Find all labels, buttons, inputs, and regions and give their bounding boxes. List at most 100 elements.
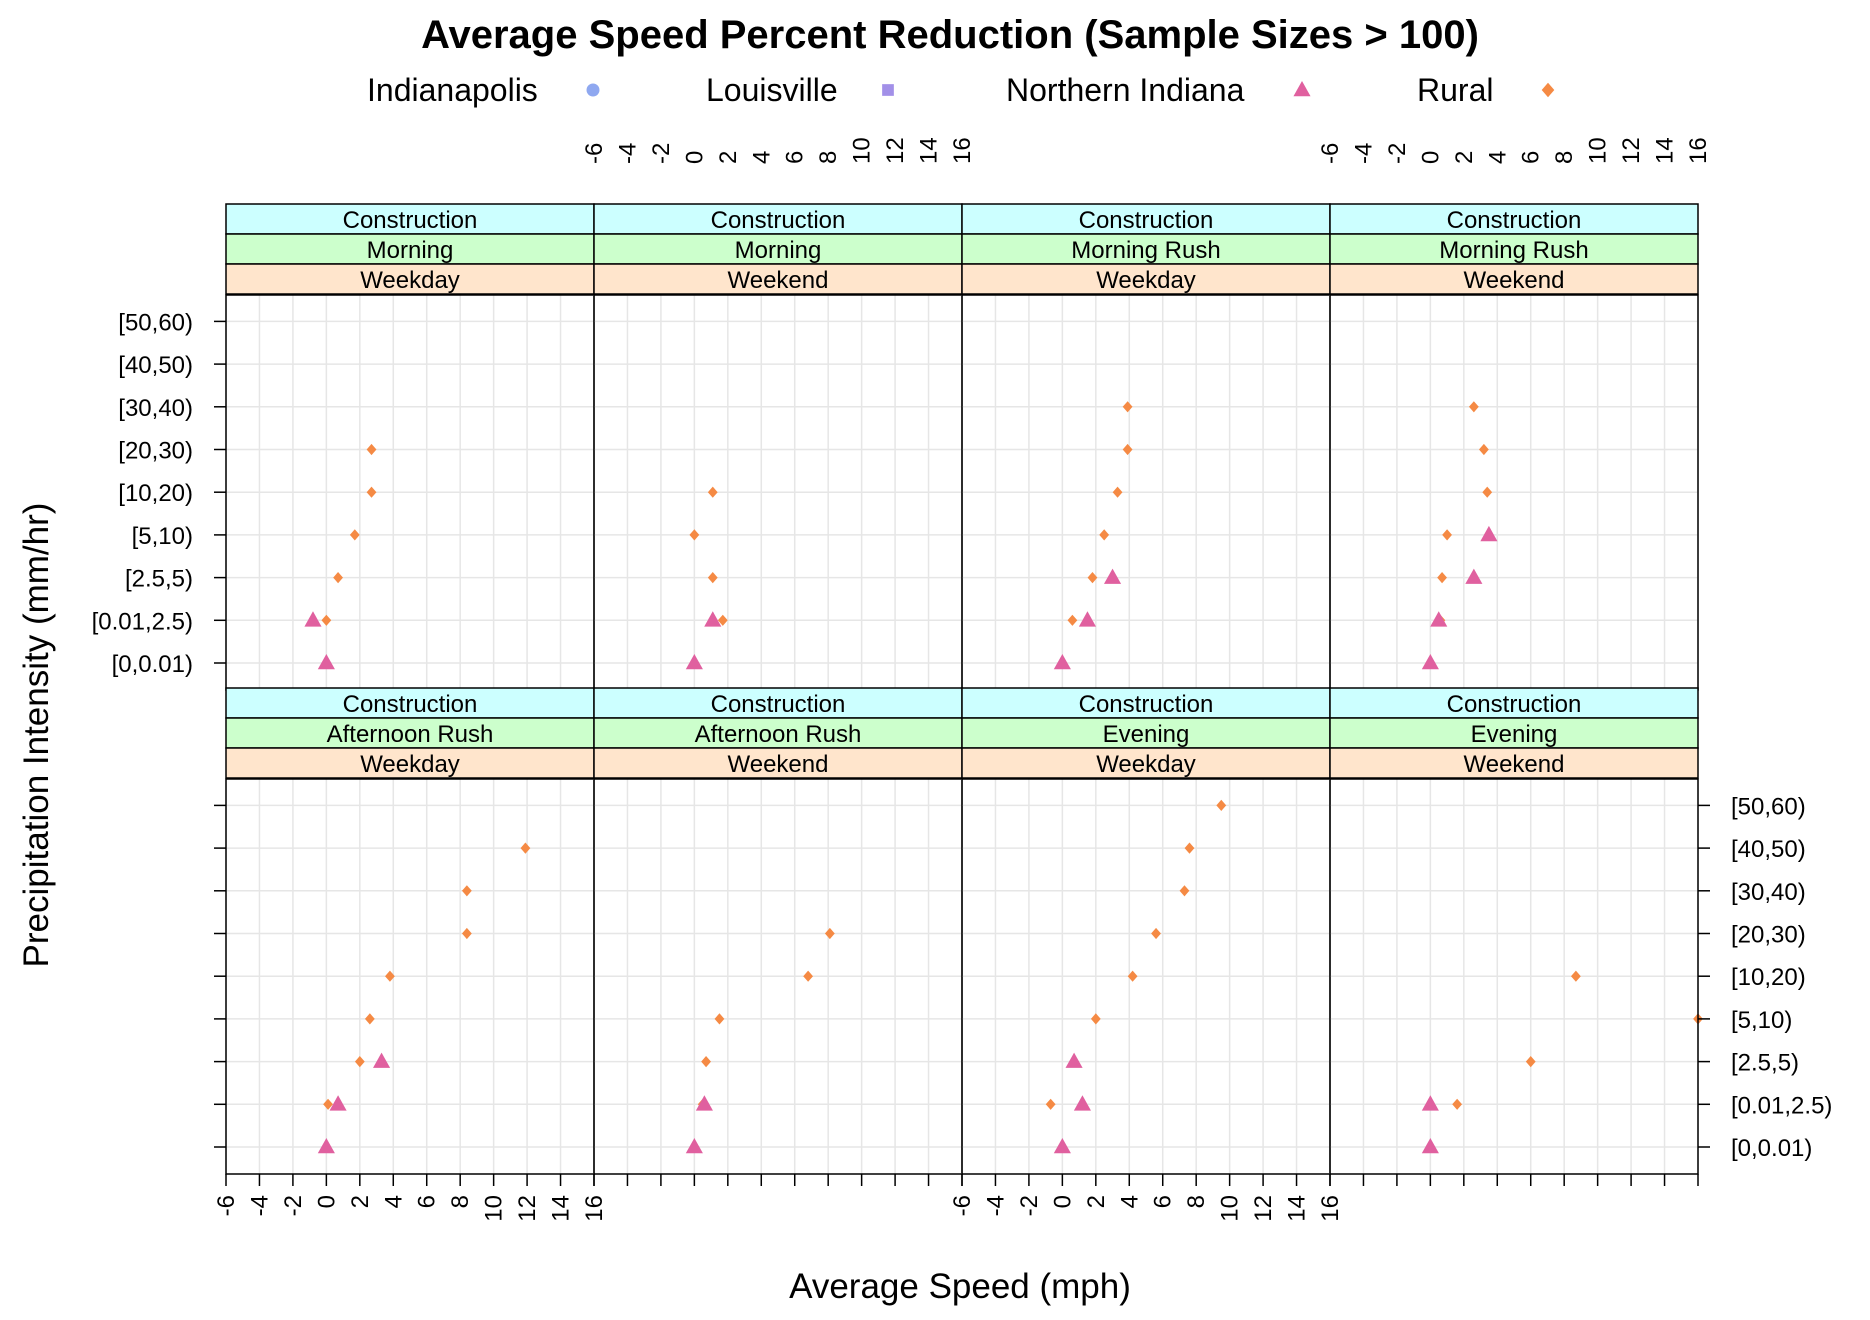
x-tick-label: -4 [1350, 143, 1377, 164]
strip-label: Construction [711, 207, 846, 234]
point-northern-indiana [304, 611, 322, 627]
panel-6: Construction Evening Weekday [961, 687, 1331, 1175]
x-tick-label: 4 [1116, 1195, 1143, 1208]
strip-label: Weekend [728, 267, 829, 294]
point-rural [349, 529, 360, 541]
strip-0 [593, 203, 963, 235]
y-tick-label: [40,50) [118, 352, 193, 379]
point-rural [1437, 572, 1447, 584]
point-rural [366, 443, 377, 456]
point-rural [461, 927, 472, 940]
x-tick-label: 14 [1652, 137, 1679, 164]
point-rural [1525, 1056, 1536, 1068]
point-rural [714, 1013, 725, 1025]
point-rural [366, 486, 377, 498]
x-tick-label: 2 [715, 151, 742, 164]
y-tick-label: [0,0.01) [112, 651, 193, 678]
x-tick-label: -6 [1317, 143, 1344, 164]
point-northern-indiana [1053, 1138, 1071, 1154]
y-tick-label: [10,20) [118, 480, 193, 507]
x-tick-label: -6 [949, 1195, 976, 1216]
strip-label: Construction [1079, 691, 1214, 718]
point-northern-indiana [317, 1138, 335, 1154]
point-rural [824, 927, 835, 940]
x-tick-label: 16 [581, 1195, 608, 1222]
point-rural [385, 970, 395, 982]
strip-1 [961, 233, 1331, 265]
x-tick-label: 4 [380, 1195, 407, 1208]
x-tick-label: 16 [1685, 137, 1712, 164]
strip-1 [225, 717, 595, 749]
x-tick-label: 4 [1484, 151, 1511, 164]
x-tick-label: 8 [815, 151, 842, 164]
x-tick-label: 6 [782, 151, 809, 164]
x-tick-label: 14 [548, 1195, 575, 1222]
point-rural [1452, 1098, 1463, 1110]
strip-0 [1329, 203, 1699, 235]
x-tick-label: -6 [213, 1195, 240, 1216]
point-rural [461, 885, 472, 897]
chart-title: Average Speed Percent Reduction (Sample … [421, 13, 1479, 57]
point-rural [1087, 572, 1098, 584]
strip-label: Weekday [360, 267, 460, 294]
legend-label-1: Louisville [706, 72, 838, 108]
point-rural [1151, 927, 1161, 940]
point-rural [1127, 970, 1138, 982]
legend: Indianapolis Louisville Northern Indiana Ru… [367, 72, 1555, 108]
point-northern-indiana [1065, 1052, 1083, 1068]
strip-label: Evening [1471, 721, 1558, 748]
point-northern-indiana [1421, 1095, 1439, 1111]
legend-marker-1 [882, 84, 894, 96]
point-rural [1099, 529, 1110, 541]
panel-5: Construction Afternoon Rush Weekend [593, 687, 963, 1175]
panel-7: Construction Evening Weekend [1329, 687, 1703, 1175]
point-northern-indiana [695, 1095, 713, 1111]
strip-label: Construction [343, 691, 478, 718]
strip-1 [225, 233, 595, 265]
point-rural [707, 486, 718, 498]
strip-label: Weekday [1096, 267, 1196, 294]
y-tick-label: [40,50) [1731, 836, 1806, 863]
strip-1 [961, 717, 1331, 749]
point-rural [689, 529, 700, 541]
point-rural [707, 572, 718, 584]
x-tick-label: 0 [681, 151, 708, 164]
point-northern-indiana [685, 654, 703, 670]
strip-2 [1329, 747, 1699, 779]
strip-label: Construction [1447, 691, 1582, 718]
point-northern-indiana [1073, 1095, 1091, 1111]
strip-1 [1329, 233, 1699, 265]
point-northern-indiana [1053, 654, 1071, 670]
y-tick-label: [5,10) [1731, 1007, 1792, 1034]
x-tick-label: 4 [748, 151, 775, 164]
strip-label: Construction [711, 691, 846, 718]
point-rural [1482, 486, 1493, 498]
x-tick-label: 14 [1284, 1195, 1311, 1222]
x-tick-label: 10 [481, 1195, 508, 1222]
strip-label: Construction [1447, 207, 1582, 234]
panel-3: Construction Morning Rush Weekend [1329, 203, 1699, 691]
x-tick-label: 8 [1551, 151, 1578, 164]
strip-label: Morning [735, 237, 822, 264]
axes: [0,0.01) [0,0.01) [0.01,2.5) [0.01,2.5) [2.5… [92, 137, 1833, 1221]
y-tick-label: [2.5,5) [1731, 1050, 1799, 1077]
strip-label: Construction [343, 207, 478, 234]
y-axis-label: Precipitation Intensity (mm/hr) [17, 503, 56, 968]
strip-0 [225, 687, 595, 719]
point-rural [1216, 799, 1227, 811]
x-tick-label: 6 [1518, 151, 1545, 164]
strip-label: Afternoon Rush [695, 721, 862, 748]
strip-label: Morning Rush [1071, 237, 1220, 264]
strip-label: Morning [367, 237, 454, 264]
strip-label: Weekend [728, 751, 829, 778]
point-rural [1570, 970, 1581, 982]
strip-2 [225, 263, 595, 295]
y-tick-label: [10,20) [1731, 964, 1806, 991]
point-northern-indiana [1078, 611, 1097, 627]
point-rural [1067, 614, 1078, 626]
x-tick-label: 8 [447, 1195, 474, 1208]
point-rural [1045, 1098, 1056, 1110]
point-rural [1112, 486, 1123, 498]
point-rural [1468, 401, 1479, 413]
panel-grid: Construction Morning Weekday Construction Mo… [225, 203, 1703, 1175]
